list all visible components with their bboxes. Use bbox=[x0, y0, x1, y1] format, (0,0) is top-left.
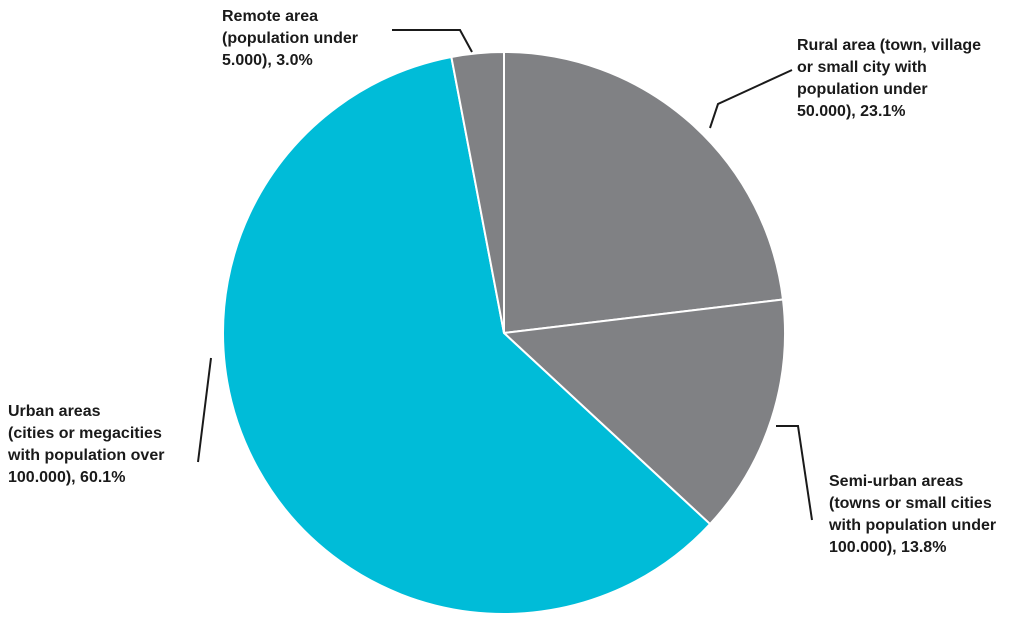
slice-label-line: with population over bbox=[7, 447, 164, 464]
leader-line-remote bbox=[392, 29, 473, 53]
slice-label-line: 50.000), 23.1% bbox=[797, 103, 906, 120]
slice-label-line: or small city with bbox=[797, 59, 927, 76]
slice-labels: Rural area (town, village or small city w… bbox=[7, 8, 996, 556]
slice-label-line: Rural area (town, village bbox=[797, 37, 981, 54]
pie-slice-rural bbox=[503, 51, 784, 334]
leader-line-semi-urban bbox=[776, 425, 813, 521]
pie-slices bbox=[222, 51, 786, 615]
slice-label-line: (population under bbox=[222, 30, 358, 47]
slice-label-line: Semi-urban areas bbox=[829, 473, 963, 490]
slice-label-line: 5.000), 3.0% bbox=[222, 52, 313, 69]
slice-label-line: 100.000), 60.1% bbox=[8, 469, 125, 486]
slice-label-line: (towns or small cities bbox=[829, 495, 992, 512]
slice-label-line: population under bbox=[797, 81, 928, 98]
slice-label-urban: Urban areas (cities or megacities with pop… bbox=[7, 403, 164, 486]
slice-label-line: (cities or megacities bbox=[8, 425, 162, 442]
slice-label-line: with population under bbox=[828, 517, 996, 534]
slice-label-remote: Remote area (population under 5.000), 3.0% bbox=[222, 8, 358, 69]
leader-line-urban bbox=[197, 357, 212, 463]
pie-slice-semi-urban bbox=[503, 298, 786, 526]
slice-label-line: Remote area bbox=[222, 8, 318, 25]
pie-slice-urban bbox=[222, 55, 712, 615]
leader-lines bbox=[197, 29, 813, 521]
pie-slice-remote bbox=[450, 51, 505, 334]
leader-line-rural bbox=[709, 69, 793, 129]
slice-label-line: 100.000), 13.8% bbox=[829, 539, 946, 556]
slice-label-line: Urban areas bbox=[8, 403, 101, 420]
slice-label-semi-urban: Semi-urban areas (towns or small cities wi… bbox=[828, 473, 996, 556]
slice-label-rural: Rural area (town, village or small city w… bbox=[797, 37, 981, 120]
